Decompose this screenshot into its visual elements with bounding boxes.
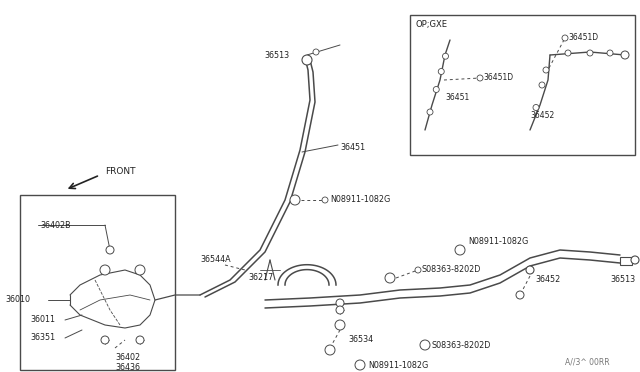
- Ellipse shape: [631, 256, 639, 264]
- Ellipse shape: [433, 87, 439, 93]
- Text: 36436: 36436: [115, 363, 140, 372]
- Bar: [20, 195, 175, 370]
- Ellipse shape: [543, 67, 549, 73]
- Ellipse shape: [415, 267, 421, 273]
- Text: 36351: 36351: [30, 334, 55, 343]
- Text: 36534: 36534: [348, 336, 373, 344]
- Ellipse shape: [336, 299, 344, 307]
- Text: 36217: 36217: [248, 273, 273, 282]
- Text: N08911-1082G: N08911-1082G: [330, 196, 390, 205]
- Bar: [620, 257, 632, 265]
- Ellipse shape: [101, 336, 109, 344]
- Ellipse shape: [562, 35, 568, 41]
- Ellipse shape: [355, 360, 365, 370]
- Text: 36011: 36011: [30, 315, 55, 324]
- Ellipse shape: [533, 105, 539, 110]
- Ellipse shape: [621, 51, 629, 59]
- Text: S: S: [388, 276, 392, 280]
- Ellipse shape: [607, 50, 613, 56]
- Text: 36452: 36452: [530, 110, 554, 119]
- Ellipse shape: [313, 49, 319, 55]
- Ellipse shape: [100, 265, 110, 275]
- Text: S08363-8202D: S08363-8202D: [432, 340, 492, 350]
- Bar: [410, 15, 635, 155]
- Ellipse shape: [325, 345, 335, 355]
- Ellipse shape: [335, 320, 345, 330]
- Ellipse shape: [420, 340, 430, 350]
- Ellipse shape: [539, 82, 545, 88]
- Text: OP;GXE: OP;GXE: [415, 20, 447, 29]
- Text: N: N: [458, 247, 463, 253]
- Ellipse shape: [565, 50, 571, 56]
- Text: 36513: 36513: [265, 51, 290, 60]
- Ellipse shape: [427, 109, 433, 115]
- Text: 36451: 36451: [340, 144, 365, 153]
- Text: 36451D: 36451D: [568, 33, 598, 42]
- Text: N: N: [292, 198, 298, 202]
- Ellipse shape: [442, 53, 449, 59]
- Text: 36402: 36402: [115, 353, 140, 362]
- Ellipse shape: [135, 265, 145, 275]
- Text: 36452: 36452: [535, 276, 560, 285]
- Text: 36513: 36513: [610, 276, 635, 285]
- Ellipse shape: [516, 291, 524, 299]
- Text: 36010: 36010: [5, 295, 30, 305]
- Text: 36402B: 36402B: [40, 221, 70, 230]
- Ellipse shape: [587, 50, 593, 56]
- Text: N08911-1082G: N08911-1082G: [368, 360, 428, 369]
- Ellipse shape: [385, 273, 395, 283]
- Text: S: S: [422, 343, 428, 347]
- Ellipse shape: [477, 75, 483, 81]
- Text: N: N: [357, 362, 363, 368]
- Text: FRONT: FRONT: [105, 167, 136, 176]
- Text: N08911-1082G: N08911-1082G: [468, 237, 528, 247]
- Ellipse shape: [322, 197, 328, 203]
- Ellipse shape: [302, 55, 312, 65]
- Text: A//3^ 00RR: A//3^ 00RR: [565, 357, 610, 366]
- Ellipse shape: [455, 245, 465, 255]
- Text: 36451: 36451: [445, 93, 469, 102]
- Ellipse shape: [136, 336, 144, 344]
- Ellipse shape: [106, 246, 114, 254]
- Ellipse shape: [336, 306, 344, 314]
- Ellipse shape: [290, 195, 300, 205]
- Ellipse shape: [438, 68, 444, 74]
- Ellipse shape: [526, 266, 534, 274]
- Text: S08363-8202D: S08363-8202D: [422, 266, 481, 275]
- Text: 36544A: 36544A: [200, 256, 230, 264]
- Text: 36451D: 36451D: [483, 74, 513, 83]
